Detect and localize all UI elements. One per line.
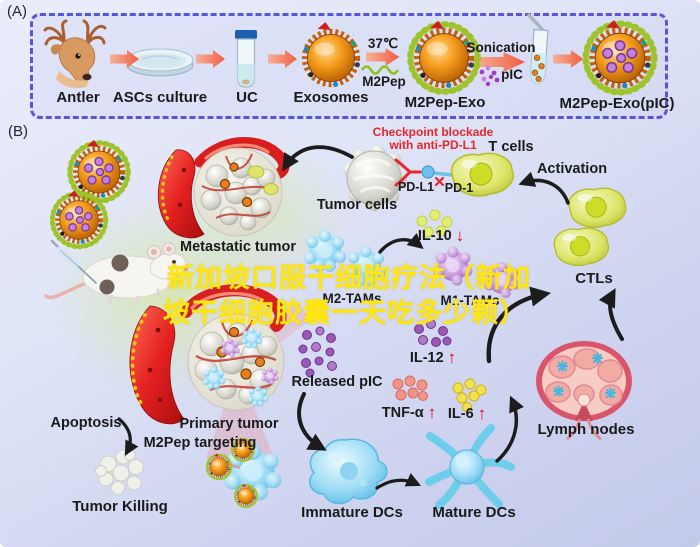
pd-l1-label: PD-L1 — [397, 180, 435, 194]
il12-indicator: IL-12 ↑ — [410, 349, 456, 366]
deer-icon — [43, 19, 107, 88]
arrow-activation — [518, 171, 570, 205]
immature-dcs-label: Immature DCs — [301, 504, 403, 521]
arrow-to-ctls-1 — [486, 286, 551, 364]
lymph-node-icon — [536, 341, 632, 441]
checkpoint-blockade-line2: with anti-PD-L1 — [389, 138, 477, 152]
il6-dots — [452, 378, 487, 412]
tumor-cells-label: Tumor cells — [316, 197, 398, 213]
m2pep-peptide-squiggle — [360, 65, 400, 75]
antibody-icon — [394, 158, 455, 187]
arrow-immature-to-mature — [375, 473, 422, 490]
lymph-nodes-label: Lymph nodes — [537, 421, 635, 438]
tnf-indicator: TNF-α ↑ — [382, 404, 436, 421]
m2pep-targeting-label: M2Pep targeting — [143, 435, 257, 451]
watermark-line1: 新加坡口服干细胞疗法（新加 — [167, 263, 531, 294]
temp-label: 37℃ — [367, 36, 399, 51]
petri-dish-icon — [126, 48, 194, 77]
watermark-line2: 坡干细胞胶囊一天吃多少颗） — [163, 298, 527, 329]
step-label-ascs-culture: ASCs culture — [112, 89, 208, 106]
up-arrow-icon: ↑ — [477, 404, 487, 423]
tumor-cell-icon — [343, 145, 407, 211]
down-arrow-icon: ↓ — [455, 226, 465, 245]
pd1-dot — [421, 165, 435, 179]
arrow-tumorcells-to-metastatic — [282, 145, 354, 172]
pic-label: pIC — [501, 67, 523, 82]
step-arrow — [196, 50, 225, 68]
t-cells-label: T cells — [488, 139, 534, 155]
pic-dots-panel-a — [479, 65, 500, 87]
arrow-apoptosis — [117, 417, 139, 456]
tumor-killing-label: Tumor Killing — [72, 498, 168, 515]
il6-label: IL-6 — [447, 405, 474, 422]
il10-label: IL-10 — [417, 227, 452, 244]
m1-tams-label: M1-TAMs — [440, 293, 500, 308]
step-arrow — [268, 50, 297, 68]
m2pep-targeting-illustration — [205, 436, 282, 509]
step-label-uc: UC — [236, 89, 258, 106]
mouse-icon — [44, 242, 188, 306]
il12-dots — [414, 319, 452, 347]
uc-tube-icon — [235, 30, 257, 88]
tnf-dots — [392, 375, 428, 401]
blocked-x-icon — [434, 176, 445, 187]
primary-tumor-illustration — [129, 284, 310, 458]
arrow-pic-to-immature-dc — [297, 392, 327, 451]
m2pep-exo-pic-icon — [586, 20, 654, 92]
released-pic-dots — [298, 326, 337, 378]
il10-indicator: IL-10 ↓ — [418, 227, 464, 244]
mature-dc-icon — [425, 424, 515, 509]
il10-dots — [416, 209, 453, 238]
arrow-maturedc-to-lymph — [495, 395, 524, 463]
tnf-label: TNF-α — [381, 404, 424, 421]
flow-arrows — [117, 145, 624, 490]
released-pic-label: Released pIC — [291, 374, 383, 390]
step-label-antler: Antler — [56, 89, 100, 106]
apoptosis-label: Apoptosis — [50, 415, 122, 431]
arrow-m2-to-m1 — [378, 232, 424, 254]
m2-tams-label: M2-TAMs — [322, 291, 382, 306]
step-arrow — [553, 50, 584, 68]
ctls-label: CTLs — [575, 270, 613, 287]
metastatic-tumor-label: Metastatic tumor — [179, 239, 297, 255]
syringe-icon — [50, 239, 97, 284]
sonication-tube-icon — [527, 13, 549, 85]
step-label-exosomes: Exosomes — [293, 89, 369, 106]
checkpoint-blockade-line1: Checkpoint blockade — [372, 125, 494, 139]
up-arrow-icon: ↑ — [427, 403, 437, 422]
panel-b-label: (B) — [8, 123, 28, 140]
il6-indicator: IL-6 ↑ — [448, 405, 486, 422]
m2pep-exo-icon — [410, 21, 477, 92]
panel-a-label: (A) — [7, 3, 27, 20]
pd1-stem — [431, 171, 455, 177]
sonication-label: Sonication — [466, 40, 536, 55]
pd-1-label: PD-1 — [444, 181, 474, 195]
primary-tumor-label: Primary tumor — [179, 416, 279, 432]
step-label-m2pep-exo: M2Pep-Exo — [404, 94, 486, 111]
metastatic-tumor-illustration — [157, 136, 290, 239]
exosome-icon — [304, 22, 360, 87]
activation-label: Activation — [536, 161, 608, 177]
up-arrow-icon: ↑ — [447, 348, 457, 367]
il12-label: IL-12 — [409, 349, 444, 366]
m2pep-label: M2Pep — [362, 74, 406, 89]
apoptotic-cell-icon — [95, 449, 144, 495]
mature-dcs-label: Mature DCs — [432, 504, 516, 521]
step-label-m2pep-exo-pic: M2Pep-Exo(pIC) — [559, 95, 675, 112]
arrow-to-ctls-2 — [598, 288, 624, 341]
